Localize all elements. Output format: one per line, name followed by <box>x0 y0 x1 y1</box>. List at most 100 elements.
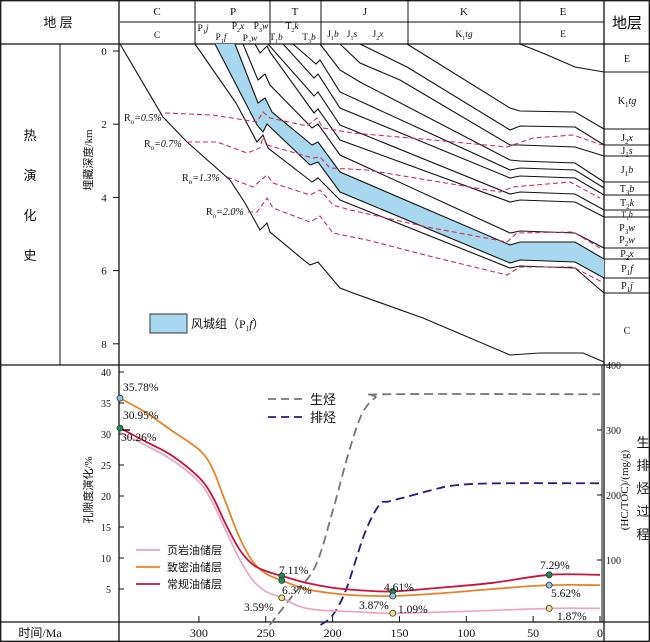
horizon-line <box>267 43 605 211</box>
formation-label: P1f <box>216 32 228 45</box>
horizon-line <box>242 43 605 249</box>
hc-process-char: 生 <box>636 435 649 450</box>
data-point-marker <box>116 424 124 432</box>
conventional-oil-porosity-curve <box>119 427 601 593</box>
horizon-line <box>406 43 605 130</box>
hc-process-char: 程 <box>636 527 649 542</box>
y-tick-label: 35 <box>101 399 111 410</box>
data-label: 4.61% <box>384 582 414 594</box>
horizon-line <box>254 43 605 218</box>
y-tick-label: 25 <box>101 461 111 472</box>
data-point-marker <box>389 592 397 600</box>
right-column-dividers <box>604 71 650 294</box>
y2-tick-label: 200 <box>606 491 621 502</box>
generation-curve <box>269 393 601 626</box>
data-label: 7.29% <box>540 560 570 572</box>
horizon-line <box>519 43 605 73</box>
right-column-label: J1s <box>621 146 632 159</box>
y2-tick-label: 400 <box>606 361 621 372</box>
right-column-label: T2k <box>620 198 635 211</box>
formation-label: T1b <box>269 33 283 45</box>
y2-tick-label: 100 <box>606 556 621 567</box>
chart-series <box>119 393 601 626</box>
formation-label: K1tg <box>455 30 473 42</box>
data-label: 1.09% <box>398 604 428 616</box>
formation-label: T2k <box>285 22 299 34</box>
data-point-marker <box>278 594 286 602</box>
depth-axis-ticks: 0 2 4 6 8 <box>101 46 119 351</box>
data-label: 5.62% <box>551 588 581 600</box>
system-K: K <box>460 6 468 18</box>
thermal-history-char: 化 <box>23 208 36 223</box>
data-point-marker <box>545 605 553 612</box>
shale-oil-porosity-curve <box>119 431 601 615</box>
ro-isoline <box>187 135 601 199</box>
chart-annotations: 35.78% 30.95% 30.26% 7.11% 6.37% 3.59% 4.61% 3.… <box>116 382 587 623</box>
porosity-legend-label: 页岩油储层 <box>167 543 222 557</box>
system-E: E <box>560 6 567 18</box>
data-label: 3.87% <box>359 600 389 612</box>
ro-label: Ro=0.5% <box>124 113 162 126</box>
formation-label: J2x <box>373 30 385 42</box>
right-header-title: 地层 <box>612 15 642 32</box>
ro-isoline <box>164 111 603 148</box>
horizon-line <box>214 43 605 279</box>
x-tick-label: 200 <box>324 626 342 640</box>
tight-oil-porosity-curve <box>119 397 601 598</box>
right-column-label: E <box>624 54 630 65</box>
data-point-marker <box>545 581 553 589</box>
horizon-line <box>359 43 605 146</box>
depth-tick-label: 2 <box>101 119 107 131</box>
depth-axis-label: 埋藏深度/km <box>81 129 95 191</box>
x-tick-label: 50 <box>527 626 539 640</box>
chart-axes: 300 250 200 150 100 50 0 5 10 15 20 25 30 35 40 100 200 3… <box>101 361 621 640</box>
formation-label: P2x <box>232 22 245 34</box>
depth-tick-label: 8 <box>101 339 107 351</box>
y2-tick-label: 300 <box>606 426 621 437</box>
data-point-marker <box>116 394 124 402</box>
porosity-legend-label: 常规油储层 <box>167 577 222 591</box>
depth-tick-label: 6 <box>101 266 107 278</box>
data-point-marker <box>545 571 553 579</box>
formation-label: J1b <box>327 30 339 42</box>
y-tick-label: 15 <box>101 523 111 534</box>
system-C: C <box>153 6 160 18</box>
right-column-label: J2x <box>621 133 633 146</box>
formation-label: P3w <box>254 22 269 34</box>
right-column-label: T3b <box>620 184 635 197</box>
burial-history <box>119 43 605 363</box>
horizon-line <box>282 43 605 196</box>
formation-label: P1j <box>198 24 209 36</box>
data-label: 1.87% <box>557 611 587 623</box>
thermal-history-char: 史 <box>23 248 36 263</box>
right-column-label: P3w <box>619 223 635 236</box>
thermal-history-char: 热 <box>23 128 36 143</box>
fengcheng-legend-label: 风城组（P1f） <box>191 317 265 333</box>
y-tick-label: 40 <box>101 368 111 379</box>
data-label: 3.59% <box>244 602 274 614</box>
y-tick-label: 5 <box>106 585 111 596</box>
data-label: 35.78% <box>123 382 159 394</box>
fengcheng-legend-swatch <box>149 313 188 334</box>
horizon-line <box>319 43 605 183</box>
system-P: P <box>230 6 236 18</box>
data-label: 30.95% <box>123 410 159 422</box>
fengcheng-formation-band <box>215 44 604 278</box>
right-column-label: T1b <box>621 210 632 222</box>
hc-process-char: 排 <box>636 458 649 473</box>
formation-label: E <box>560 30 566 40</box>
right-column-label: P1f <box>621 264 634 277</box>
horizon-line <box>119 43 605 363</box>
right-column-label: K1tg <box>618 96 637 109</box>
porosity-legend-label: 致密油储层 <box>167 560 222 574</box>
data-label: 6.37% <box>282 585 312 597</box>
